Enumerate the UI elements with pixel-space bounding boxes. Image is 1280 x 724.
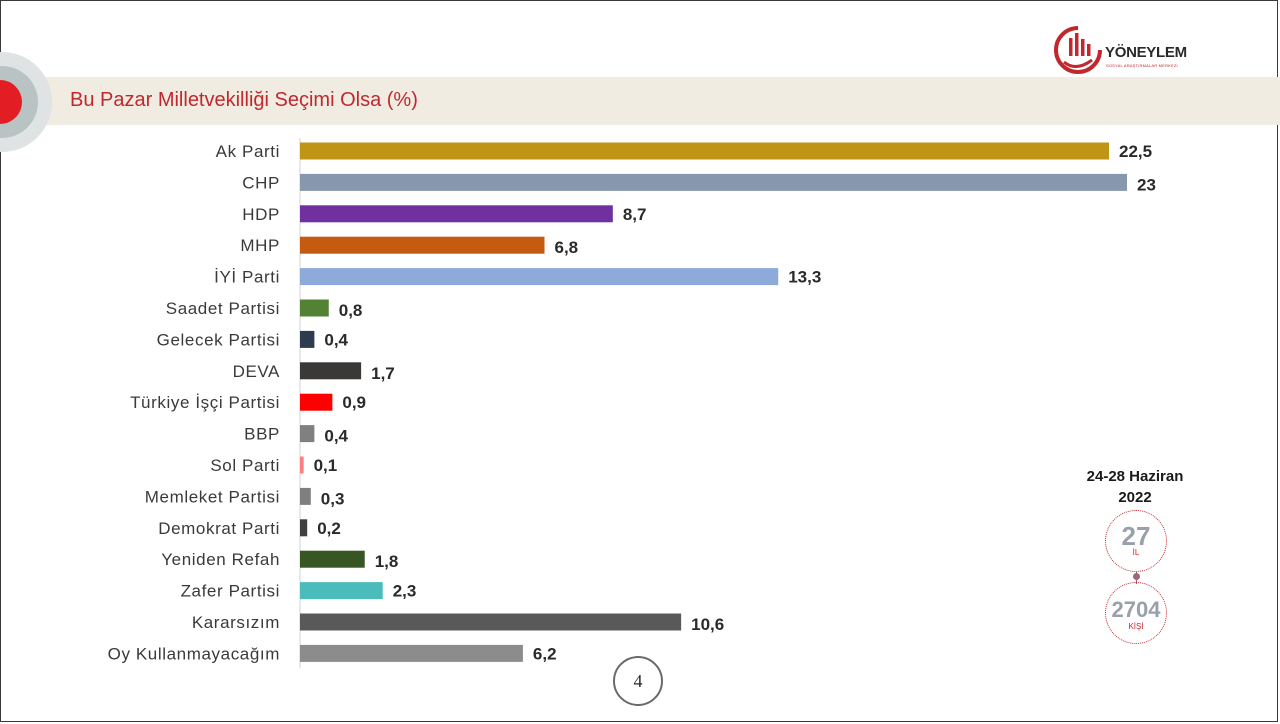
decorative-circle-dot — [0, 80, 22, 124]
provinces-unit: İL — [1132, 548, 1140, 557]
respondents-badge: 2704 KİŞİ — [1105, 582, 1167, 644]
value-label: 1,7 — [371, 364, 395, 383]
bar — [300, 393, 333, 411]
category-label: Oy Kullanmayacağım — [108, 644, 280, 663]
category-label: Türkiye İşçi Partisi — [130, 393, 280, 412]
bar — [300, 236, 545, 254]
value-label: 10,6 — [691, 615, 724, 634]
title-band — [0, 77, 1280, 125]
bar — [300, 456, 304, 474]
brand-name: YÖNEYLEM — [1105, 44, 1187, 61]
bar — [300, 644, 523, 662]
category-label: HDP — [242, 205, 280, 224]
bar — [300, 173, 1127, 191]
bar — [300, 425, 315, 443]
provinces-badge: 27 İL — [1105, 510, 1167, 572]
value-label: 6,8 — [555, 238, 579, 257]
bar — [300, 519, 308, 537]
category-label: Saadet Partisi — [166, 299, 280, 318]
survey-date: 24-28 Haziran 2022 — [1060, 466, 1210, 508]
value-label: 0,3 — [321, 489, 345, 508]
bar — [300, 550, 365, 568]
bar — [300, 582, 383, 600]
bar — [300, 613, 682, 631]
value-label: 6,2 — [533, 644, 557, 663]
badge-connector-dot — [1133, 573, 1140, 580]
bar — [300, 205, 613, 223]
bar — [300, 487, 311, 505]
category-label: Kararsızım — [192, 613, 280, 632]
value-label: 0,1 — [314, 456, 338, 475]
category-label: İYİ Parti — [214, 268, 280, 287]
value-label: 0,4 — [324, 427, 348, 446]
yoneylem-logo-icon — [1054, 26, 1102, 74]
bar — [300, 330, 315, 348]
category-label: Yeniden Refah — [161, 550, 280, 569]
page-number: 4 — [613, 656, 663, 706]
category-label: Memleket Partisi — [145, 487, 280, 506]
chart-title: Bu Pazar Milletvekilliği Seçimi Olsa (%) — [70, 89, 418, 111]
category-label: Gelecek Partisi — [157, 330, 280, 349]
survey-date-year: 2022 — [1118, 489, 1152, 506]
category-label: Sol Parti — [210, 456, 280, 475]
bar — [300, 142, 1110, 160]
category-label: MHP — [240, 236, 280, 255]
value-label: 23 — [1137, 175, 1156, 194]
respondents-unit: KİŞİ — [1128, 622, 1144, 631]
value-label: 1,8 — [375, 552, 399, 571]
value-label: 0,2 — [317, 519, 341, 538]
bar — [300, 299, 329, 317]
category-label: Demokrat Parti — [158, 519, 280, 538]
value-label: 0,8 — [339, 301, 363, 320]
value-label: 0,9 — [342, 393, 366, 412]
bar — [300, 362, 362, 380]
brand-tagline: SOSYAL ARAŞTIRMALAR MERKEZİ — [1106, 63, 1178, 68]
category-label: DEVA — [233, 362, 280, 381]
provinces-count: 27 — [1121, 521, 1151, 551]
category-label: BBP — [244, 425, 280, 444]
category-label: CHP — [242, 173, 280, 192]
value-label: 13,3 — [788, 268, 821, 287]
value-label: 2,3 — [393, 582, 417, 601]
category-label: Ak Parti — [216, 142, 280, 161]
value-label: 8,7 — [623, 205, 647, 224]
value-label: 22,5 — [1119, 142, 1152, 161]
survey-date-range: 24-28 Haziran — [1086, 468, 1184, 485]
bar — [300, 268, 779, 286]
category-label: Zafer Partisi — [181, 582, 280, 601]
value-label: 0,4 — [324, 330, 348, 349]
respondents-count: 2704 — [1111, 597, 1161, 622]
